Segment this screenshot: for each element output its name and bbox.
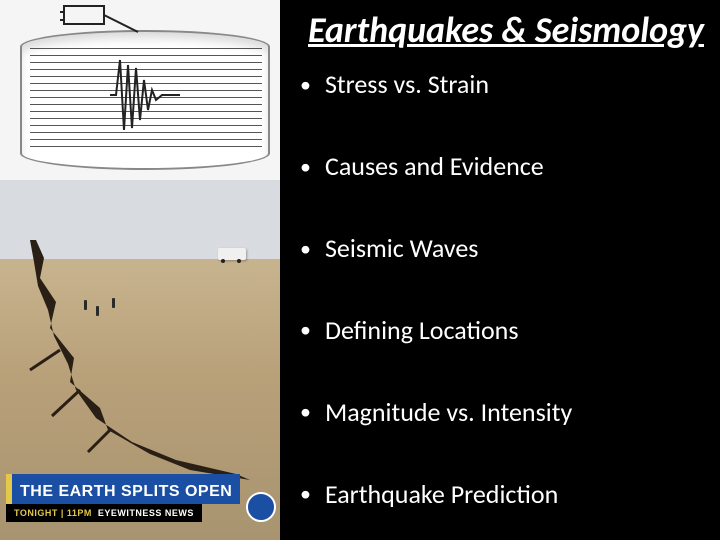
seismograph-arm: [60, 2, 140, 36]
list-item: Magnitude vs. Intensity: [300, 397, 712, 428]
list-item: Stress vs. Strain: [300, 69, 712, 100]
bullet-text: Magnitude vs. Intensity: [325, 397, 572, 428]
bullet-text: Seismic Waves: [325, 233, 478, 264]
bullet-text: Earthquake Prediction: [325, 479, 558, 510]
chyron-sub-text: EYEWITNESS NEWS: [98, 508, 194, 518]
bullet-text: Causes and Evidence: [325, 151, 544, 182]
vehicle-icon: [218, 248, 246, 260]
seismograph-spike: [110, 50, 180, 140]
bullet-text: Stress vs. Strain: [325, 69, 489, 100]
list-item: Seismic Waves: [300, 233, 712, 264]
person-icon: [96, 306, 99, 316]
chyron-time-text: TONIGHT | 11PM: [14, 508, 92, 518]
news-logo-icon: [246, 492, 276, 522]
news-chyron: THE EARTH SPLITS OPEN TONIGHT | 11PM EYE…: [0, 474, 280, 522]
bullet-text: Defining Locations: [325, 315, 519, 346]
list-item: Earthquake Prediction: [300, 479, 712, 510]
slide-title: Earthquakes & Seismology: [300, 10, 712, 51]
bullet-list: Stress vs. Strain Causes and Evidence Se…: [300, 69, 712, 540]
chyron-subline: TONIGHT | 11PM EYEWITNESS NEWS: [6, 504, 202, 522]
seismograph-image: [0, 0, 280, 180]
list-item: Defining Locations: [300, 315, 712, 346]
chyron-headline-text: THE EARTH SPLITS OPEN: [20, 483, 232, 501]
person-icon: [84, 300, 87, 310]
list-item: Causes and Evidence: [300, 151, 712, 182]
fault-crack: [0, 240, 280, 480]
person-icon: [112, 298, 115, 308]
content-column: Earthquakes & Seismology Stress vs. Stra…: [280, 0, 720, 540]
fault-image: THE EARTH SPLITS OPEN TONIGHT | 11PM EYE…: [0, 180, 280, 540]
image-column: THE EARTH SPLITS OPEN TONIGHT | 11PM EYE…: [0, 0, 280, 540]
chyron-headline: THE EARTH SPLITS OPEN: [6, 474, 240, 504]
